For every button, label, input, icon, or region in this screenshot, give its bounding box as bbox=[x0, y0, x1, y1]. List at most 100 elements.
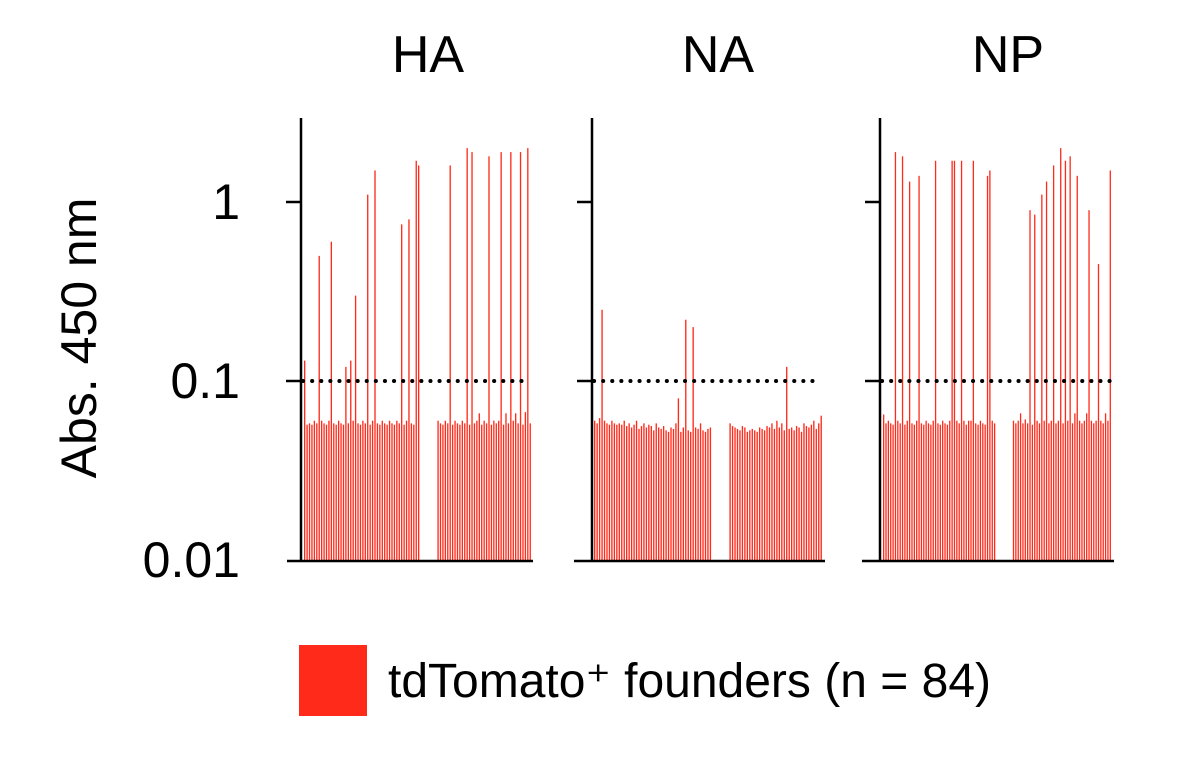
bar bbox=[601, 309, 603, 561]
bar bbox=[335, 424, 337, 561]
bar bbox=[598, 418, 601, 561]
bar bbox=[756, 431, 758, 561]
bar bbox=[323, 423, 325, 561]
bar bbox=[1038, 423, 1041, 561]
panel-title: NP bbox=[972, 26, 1044, 84]
bar bbox=[793, 430, 795, 561]
bar bbox=[613, 423, 616, 561]
bar bbox=[739, 430, 741, 561]
bar bbox=[1057, 420, 1059, 561]
bar bbox=[687, 430, 689, 561]
bar bbox=[476, 420, 478, 561]
bar bbox=[473, 423, 476, 561]
bar bbox=[690, 431, 692, 561]
bar bbox=[515, 413, 517, 561]
bar bbox=[403, 424, 405, 561]
bar bbox=[1090, 420, 1093, 561]
bar bbox=[887, 420, 890, 561]
bar bbox=[709, 427, 712, 561]
bar bbox=[783, 430, 785, 561]
bar bbox=[803, 423, 805, 561]
bar bbox=[345, 366, 347, 561]
bar bbox=[1097, 264, 1100, 561]
bar bbox=[810, 424, 813, 561]
bar bbox=[662, 426, 665, 561]
bar bbox=[529, 423, 531, 561]
bar bbox=[672, 428, 675, 561]
bar bbox=[763, 430, 766, 561]
bar bbox=[951, 160, 953, 561]
panel-np: NP bbox=[862, 26, 1114, 563]
bar bbox=[1095, 420, 1097, 561]
bar bbox=[1017, 420, 1019, 561]
bar bbox=[386, 424, 388, 561]
bar bbox=[899, 423, 901, 561]
bar bbox=[1088, 210, 1090, 561]
bar bbox=[527, 148, 529, 561]
bar bbox=[623, 420, 625, 561]
bar bbox=[1093, 423, 1095, 561]
bar bbox=[524, 412, 527, 561]
bar bbox=[635, 420, 638, 561]
bar bbox=[761, 428, 763, 561]
bar bbox=[1069, 156, 1071, 561]
bar bbox=[437, 420, 439, 561]
bar bbox=[734, 427, 736, 561]
bar bbox=[522, 424, 524, 561]
bar bbox=[337, 420, 340, 561]
bar bbox=[820, 415, 822, 561]
bar bbox=[330, 241, 333, 561]
bar bbox=[628, 423, 630, 561]
bar bbox=[677, 398, 680, 561]
bar bbox=[818, 423, 820, 561]
bar bbox=[1062, 423, 1064, 561]
bar bbox=[621, 424, 623, 561]
bar bbox=[316, 423, 318, 561]
bar bbox=[660, 428, 662, 561]
bar bbox=[466, 148, 468, 561]
bar bbox=[1083, 420, 1085, 561]
bar bbox=[459, 424, 461, 561]
bar bbox=[1107, 420, 1109, 561]
bar bbox=[699, 423, 702, 561]
bar bbox=[512, 420, 514, 561]
bar bbox=[410, 423, 413, 561]
bar bbox=[391, 423, 393, 561]
bar bbox=[401, 224, 403, 562]
bar bbox=[1045, 181, 1048, 561]
bar bbox=[442, 424, 444, 561]
bar bbox=[1064, 160, 1067, 561]
bar bbox=[449, 165, 451, 561]
bar bbox=[897, 420, 899, 561]
bar bbox=[970, 420, 972, 561]
bar bbox=[1022, 423, 1024, 561]
bar bbox=[648, 424, 650, 561]
bar bbox=[1100, 420, 1102, 561]
bar bbox=[913, 424, 915, 561]
bar bbox=[485, 423, 488, 561]
bar bbox=[357, 423, 359, 561]
bar bbox=[603, 420, 606, 561]
panel-title: NA bbox=[682, 26, 755, 84]
bar bbox=[741, 426, 744, 561]
bar bbox=[616, 424, 618, 561]
bar bbox=[749, 430, 751, 561]
bar bbox=[1031, 424, 1034, 561]
bar bbox=[781, 423, 783, 561]
bar bbox=[667, 431, 670, 561]
bar bbox=[1043, 420, 1045, 561]
bar bbox=[461, 420, 463, 561]
bar bbox=[618, 423, 620, 561]
bar bbox=[352, 420, 354, 561]
bar bbox=[415, 160, 417, 561]
bar bbox=[444, 420, 447, 561]
bar bbox=[972, 160, 975, 561]
bar bbox=[447, 423, 449, 561]
bar bbox=[1048, 423, 1050, 561]
legend-swatch bbox=[299, 645, 367, 716]
bar bbox=[927, 423, 930, 561]
bar bbox=[611, 420, 613, 561]
bar bbox=[665, 430, 667, 561]
bar bbox=[932, 420, 934, 561]
bar bbox=[1052, 165, 1055, 561]
